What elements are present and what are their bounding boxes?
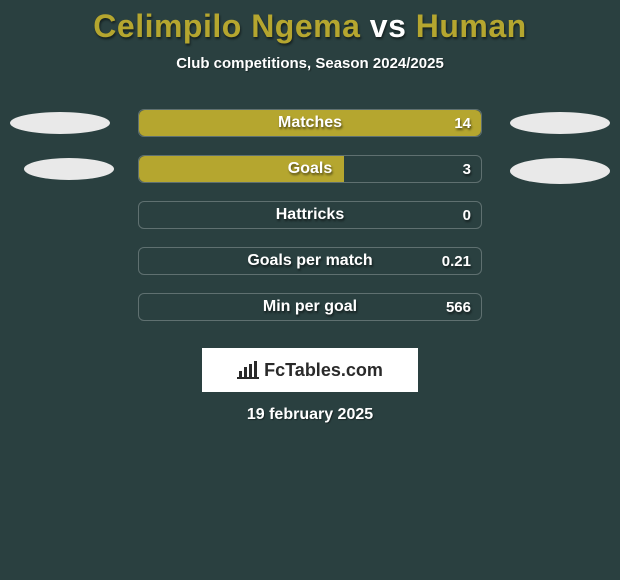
- player1-name: Celimpilo Ngema: [93, 8, 360, 44]
- brand-box: FcTables.com: [202, 348, 418, 392]
- stat-row: Min per goal 566: [0, 284, 620, 330]
- stat-value: 14: [454, 110, 471, 136]
- stat-row: Goals per match 0.21: [0, 238, 620, 284]
- subtitle: Club competitions, Season 2024/2025: [0, 55, 620, 72]
- stat-label: Goals: [139, 156, 481, 182]
- player2-marker-icon: [510, 158, 610, 184]
- player1-marker-icon: [10, 112, 110, 134]
- stat-row: Matches 14: [0, 100, 620, 146]
- stat-rows: Matches 14 Goals 3 Hattricks 0 Goals per…: [0, 100, 620, 330]
- stat-bar: Hattricks 0: [138, 201, 482, 229]
- stat-row: Hattricks 0: [0, 192, 620, 238]
- stat-bar: Goals per match 0.21: [138, 247, 482, 275]
- brand-text: FcTables.com: [237, 360, 383, 381]
- stat-value: 0.21: [442, 248, 471, 274]
- stat-bar: Min per goal 566: [138, 293, 482, 321]
- stat-row: Goals 3: [0, 146, 620, 192]
- bar-chart-icon: [237, 361, 259, 379]
- vs-separator: vs: [360, 8, 415, 44]
- date-text: 19 february 2025: [0, 406, 620, 424]
- stat-label: Matches: [139, 110, 481, 136]
- stat-value: 0: [463, 202, 471, 228]
- stat-label: Goals per match: [139, 248, 481, 274]
- stat-bar: Goals 3: [138, 155, 482, 183]
- stat-label: Min per goal: [139, 294, 481, 320]
- stat-bar: Matches 14: [138, 109, 482, 137]
- brand-label: FcTables.com: [264, 360, 383, 381]
- comparison-title: Celimpilo Ngema vs Human: [0, 0, 620, 45]
- stat-value: 3: [463, 156, 471, 182]
- player1-marker-icon: [24, 158, 114, 180]
- stat-value: 566: [446, 294, 471, 320]
- player2-name: Human: [416, 8, 527, 44]
- stat-label: Hattricks: [139, 202, 481, 228]
- player2-marker-icon: [510, 112, 610, 134]
